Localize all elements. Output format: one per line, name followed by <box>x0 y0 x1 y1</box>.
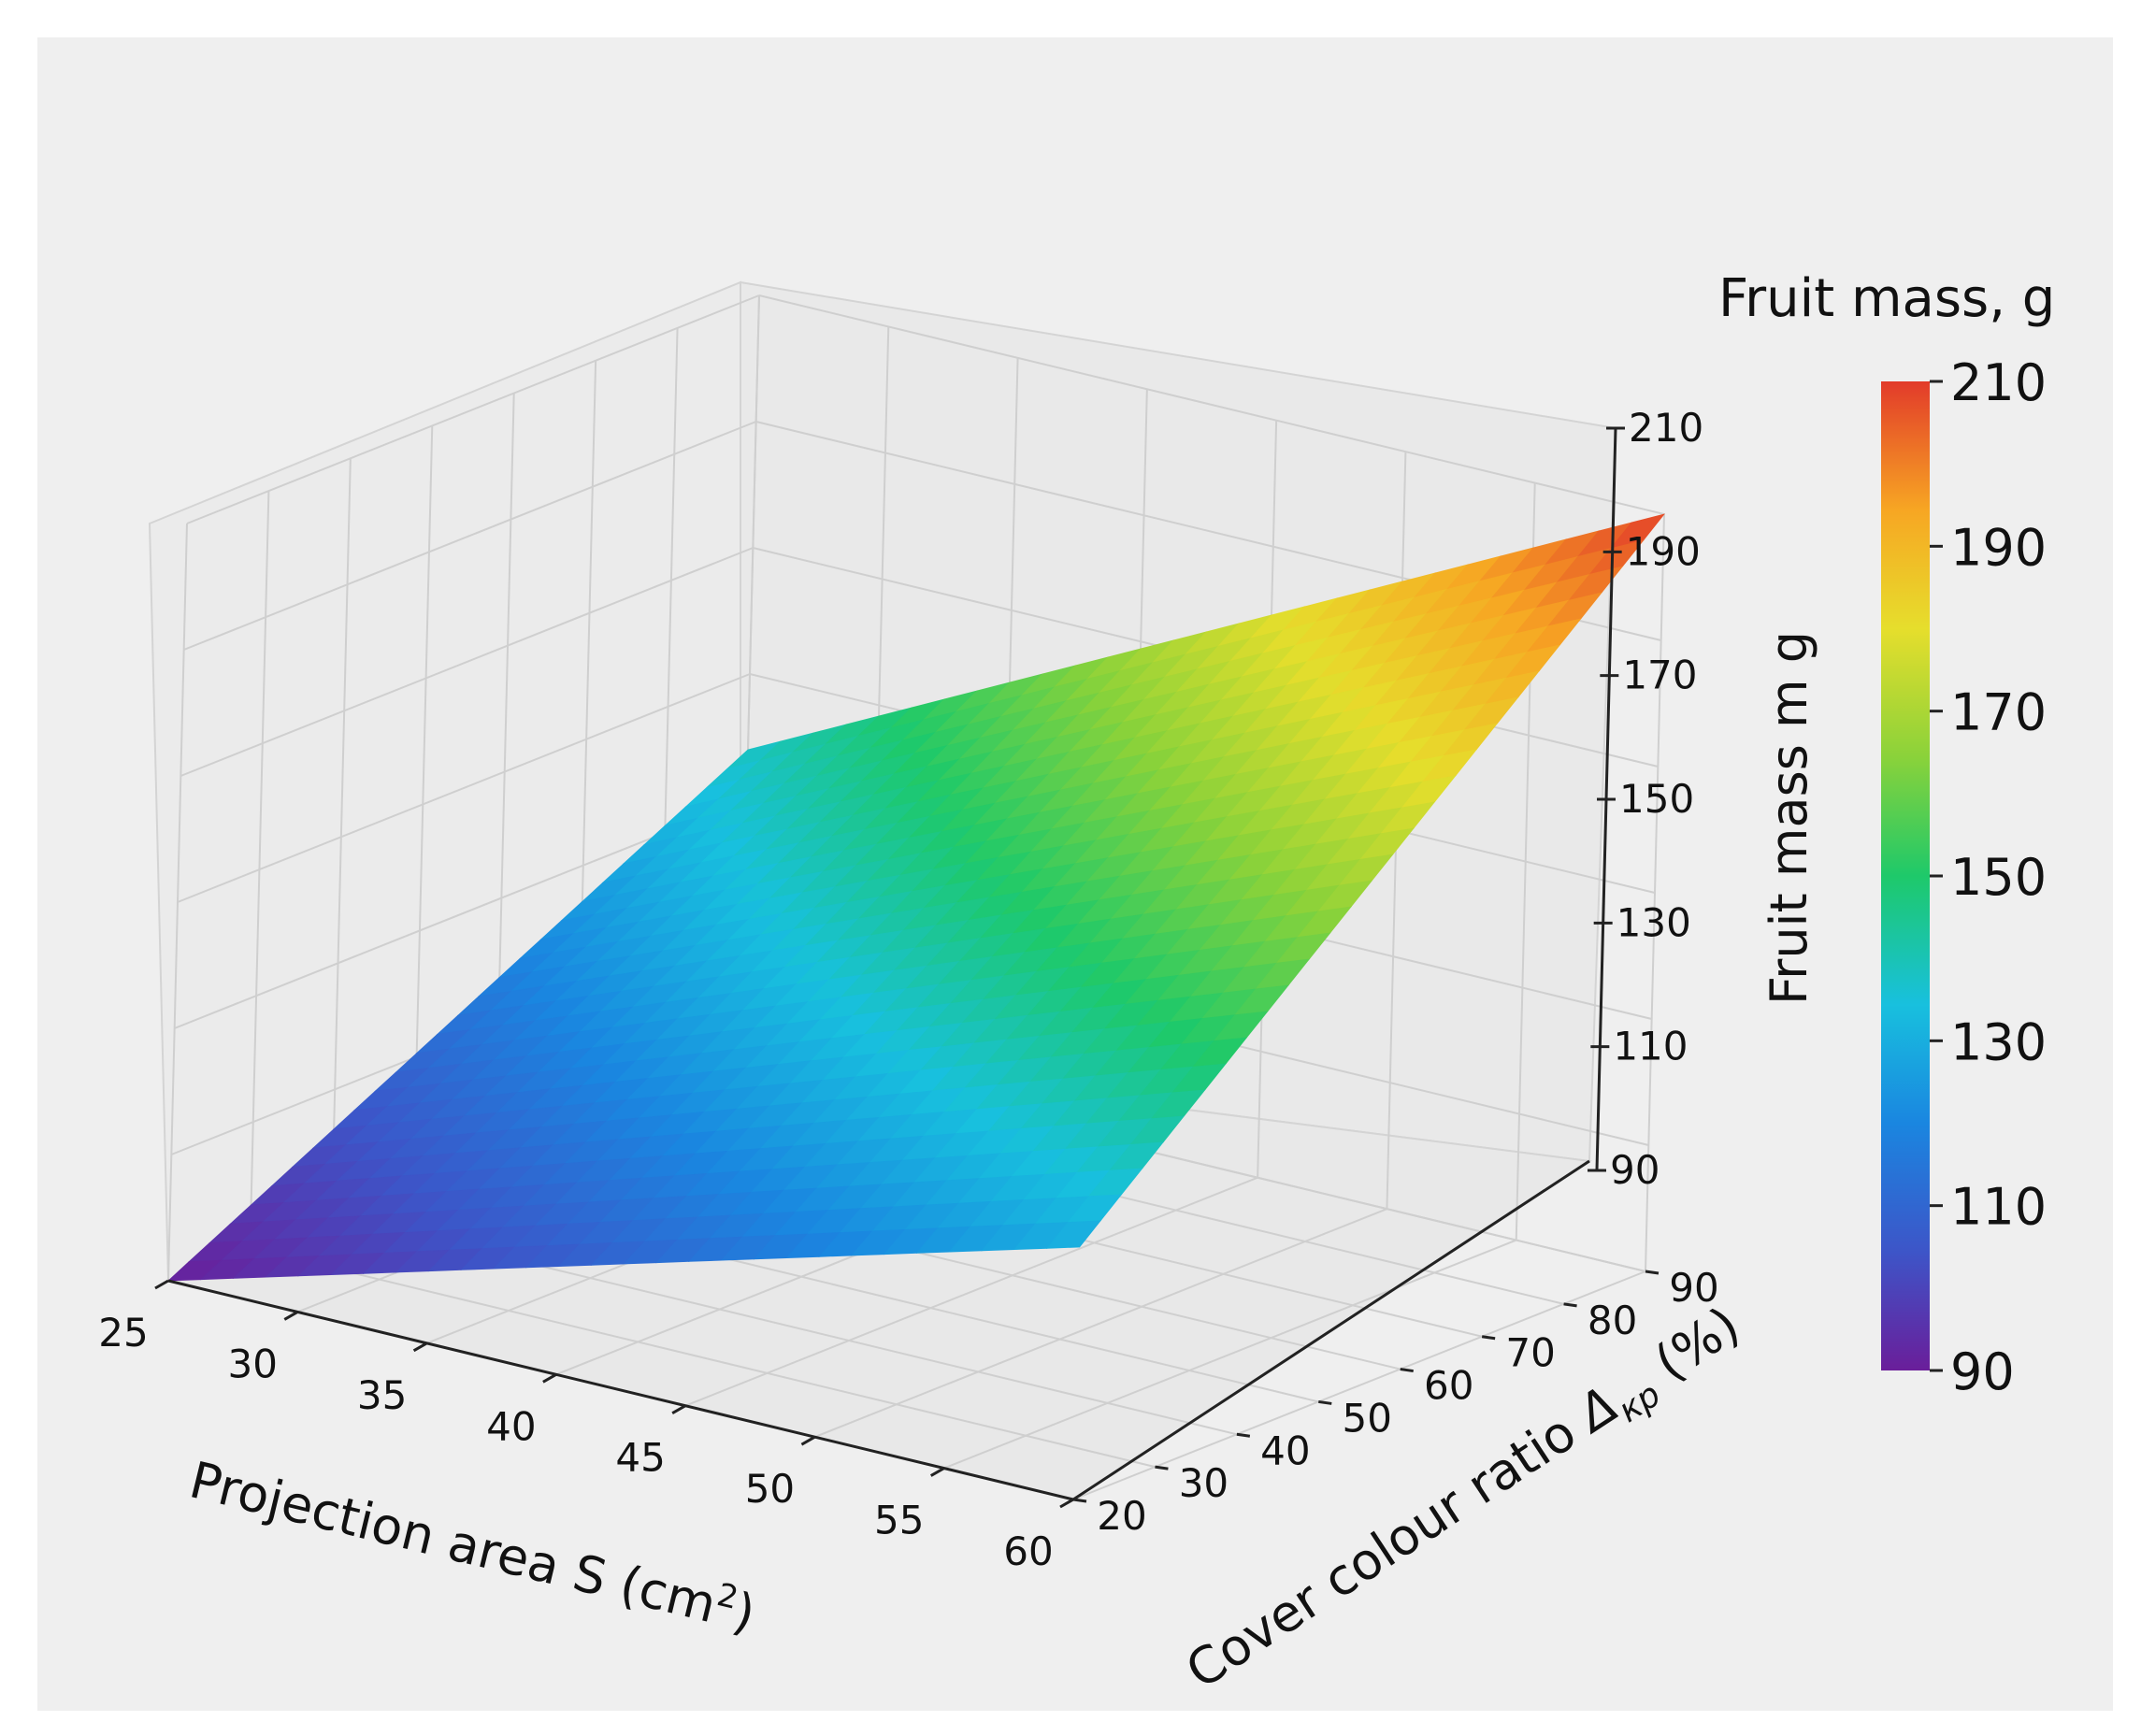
colorbar-tick-label: 90 <box>1950 1342 2015 1401</box>
z-tick-label: 190 <box>1626 528 1701 574</box>
x-tick-label: 35 <box>357 1372 407 1418</box>
y-axis-ticks: 20 30 40 50 60 70 80 90 <box>1072 1265 1719 1539</box>
x-tick-label: 60 <box>1003 1528 1053 1574</box>
y-tick-label: 80 <box>1588 1298 1637 1343</box>
z-tick-label: 110 <box>1613 1024 1688 1069</box>
x-tick-mark <box>1059 1498 1074 1509</box>
x-tick-mark <box>800 1435 816 1446</box>
y-tick-mark <box>1155 1465 1169 1471</box>
surface-mesh <box>166 513 1666 1282</box>
y-tick-label: 30 <box>1179 1460 1229 1506</box>
y-tick-label: 70 <box>1505 1330 1555 1376</box>
y-tick-mark <box>1236 1432 1251 1438</box>
x-tick-label: 50 <box>745 1466 795 1512</box>
x-axis-ticks: 25 30 35 40 45 50 55 60 <box>98 1279 1074 1574</box>
colorbar-tick-label: 150 <box>1950 848 2047 907</box>
x-tick-mark <box>412 1341 428 1353</box>
y-tick-label: 90 <box>1669 1265 1718 1311</box>
z-tick-label: 170 <box>1622 653 1697 698</box>
x-tick-label: 45 <box>615 1435 665 1481</box>
z-axis-label: Fruit mass m g <box>1760 631 1818 1005</box>
colorbar-tick-label: 170 <box>1950 683 2047 742</box>
x-tick-mark <box>154 1279 169 1290</box>
z-tick-label: 90 <box>1610 1147 1660 1193</box>
x-tick-mark <box>929 1467 945 1477</box>
y-tick-label: 40 <box>1260 1428 1310 1473</box>
y-tick-mark <box>1563 1302 1577 1308</box>
y-tick-mark <box>1400 1368 1414 1373</box>
colorbar-tick-label: 110 <box>1950 1178 2047 1237</box>
y-tick-mark <box>1072 1498 1087 1503</box>
y-tick-label: 60 <box>1424 1363 1473 1409</box>
x-tick-label: 55 <box>874 1498 924 1543</box>
z-tick-label: 130 <box>1617 899 1691 945</box>
x-tick-mark <box>283 1311 299 1321</box>
colorbar-tick-label: 190 <box>1950 518 2047 577</box>
y-tick-mark <box>1318 1399 1332 1405</box>
y-tick-label: 20 <box>1097 1493 1146 1539</box>
colorbar-gradient <box>1881 381 1930 1370</box>
y-tick-label: 50 <box>1343 1395 1392 1441</box>
z-tick-label: 150 <box>1619 776 1694 822</box>
y-tick-mark <box>1645 1270 1660 1275</box>
z-axis-ticks: 90 110 130 150 170 190 210 <box>1588 405 1703 1193</box>
colorbar-title: Fruit mass, g <box>1718 268 2055 329</box>
x-tick-label: 30 <box>228 1341 278 1386</box>
x-tick-mark <box>542 1372 557 1384</box>
y-tick-mark <box>1481 1335 1496 1341</box>
x-tick-label: 40 <box>486 1403 536 1449</box>
colorbar-ticks: 90 110 130 150 170 190 210 <box>1930 353 2047 1401</box>
x-tick-label: 25 <box>98 1310 148 1356</box>
colorbar-tick-label: 210 <box>1950 353 2047 412</box>
surface-cell <box>1046 1220 1101 1249</box>
x-tick-mark <box>671 1404 686 1415</box>
colorbar-tick-label: 130 <box>1950 1012 2047 1071</box>
z-tick-label: 210 <box>1629 405 1703 451</box>
